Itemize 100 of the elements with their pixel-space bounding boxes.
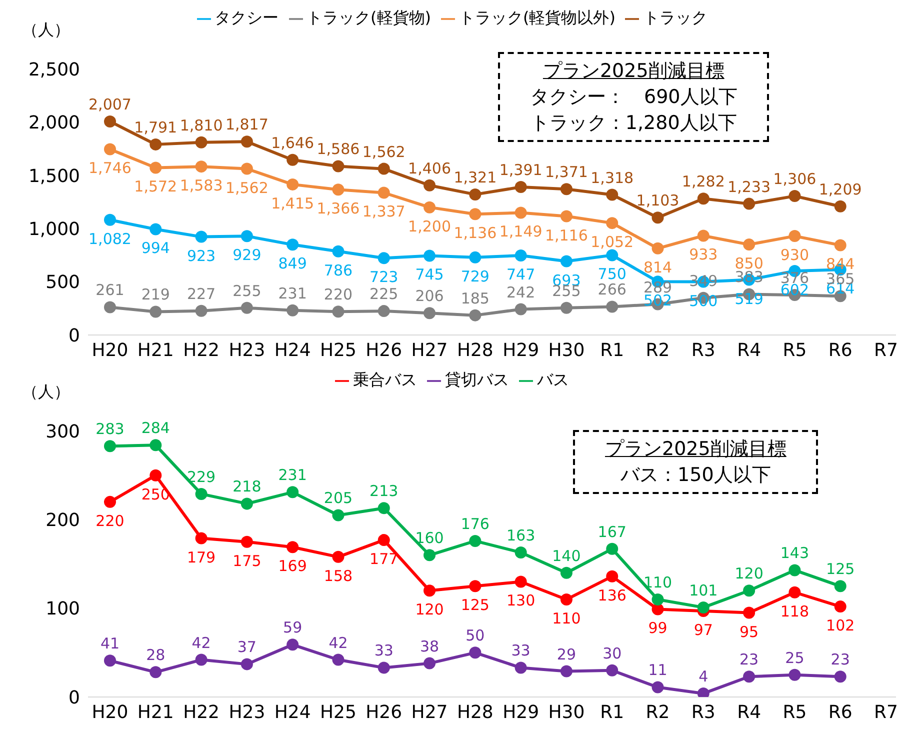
x-tick-label: R2 [646,702,670,723]
x-tick-label: R2 [646,340,670,361]
point [104,654,116,667]
point [150,223,162,236]
point [834,200,846,212]
data-label: 1,136 [454,224,497,242]
data-label: 59 [283,618,302,637]
point [788,668,801,681]
data-label: 1,406 [408,159,452,178]
legend-label: 貸切バス [445,370,509,389]
point [286,638,299,651]
data-label: 23 [830,650,850,669]
point [240,136,253,148]
data-label: 42 [192,634,211,652]
y-tick-label: 200 [46,510,80,532]
data-label: 1,082 [88,230,132,248]
data-label: 266 [598,280,626,299]
point [788,190,801,202]
data-label: 33 [374,642,394,660]
data-label: 218 [232,478,262,496]
data-label: 231 [278,466,307,484]
y-tick-label: 100 [46,598,80,620]
point [514,662,527,674]
x-tick-label: R6 [828,340,852,361]
point [150,138,162,150]
data-label: 4 [698,667,708,686]
data-label: 23 [740,650,759,669]
point [240,658,253,670]
point [286,154,299,166]
x-tick-label: H27 [411,340,448,361]
annotation: プラン2025削減目標 [605,437,786,462]
data-label: 1,371 [544,163,588,182]
data-label: 994 [141,239,170,258]
point [560,566,572,579]
point [332,160,344,172]
point [150,469,162,482]
point [150,666,162,678]
point [286,178,299,190]
x-tick-label: H26 [366,340,402,361]
x-tick-label: H28 [456,340,494,361]
point [697,230,710,242]
data-label: 33 [511,642,530,660]
point [834,239,846,252]
x-tick-label: R7 [874,702,898,723]
data-label: 255 [232,282,262,300]
point [240,230,253,242]
annotation: プラン2025削減目標 [542,59,726,84]
point [560,183,572,196]
data-label: 1,572 [134,178,178,196]
point [195,488,208,500]
y-axis-title: （人） [22,20,70,41]
data-label: 1,337 [362,202,406,221]
x-tick-label: H30 [548,702,585,723]
point [240,302,253,314]
data-label: 1,810 [180,116,223,134]
data-label: 158 [324,566,353,585]
data-label: 1,209 [818,180,862,198]
y-tick-label: 500 [46,272,80,294]
data-label: 1,583 [180,176,223,195]
point [195,136,208,148]
annotation: トラック：1,280人以下 [530,111,738,136]
x-tick-label: H20 [92,702,128,723]
point [469,534,482,547]
x-tick-label: H26 [366,702,402,723]
data-label: 167 [598,522,626,541]
point [378,186,390,199]
point [834,580,846,592]
data-label: 169 [278,557,307,576]
point [424,201,436,214]
data-label: 261 [96,281,124,300]
x-tick-label: R1 [600,702,624,723]
point [240,162,253,175]
data-label: 1,306 [773,170,816,188]
y-tick-label: 300 [46,421,80,442]
point [514,303,527,316]
point [743,606,756,619]
y-axis-title: （人） [22,382,70,403]
point [195,304,208,317]
point [834,670,846,683]
data-label: 1,149 [499,222,542,241]
x-tick-label: H28 [456,702,494,723]
point [286,238,299,251]
data-label: 227 [186,284,216,303]
data-label: 37 [237,638,256,656]
x-tick-label: R3 [691,702,716,723]
point [743,670,756,683]
data-label: 1,646 [271,134,314,152]
data-label: 28 [146,646,166,664]
point [514,181,527,193]
x-tick-label: R5 [782,702,807,723]
point [104,301,116,314]
legend-label: 乗合バス [353,370,417,389]
legend-label: トラック(軽貨物) [306,8,431,27]
data-label: 11 [648,661,668,680]
data-label: 29 [556,645,576,664]
data-label: 1,586 [316,140,360,158]
point [469,646,482,659]
data-label: 1,366 [316,200,360,218]
x-tick-label: R3 [691,340,716,361]
point [378,252,390,264]
